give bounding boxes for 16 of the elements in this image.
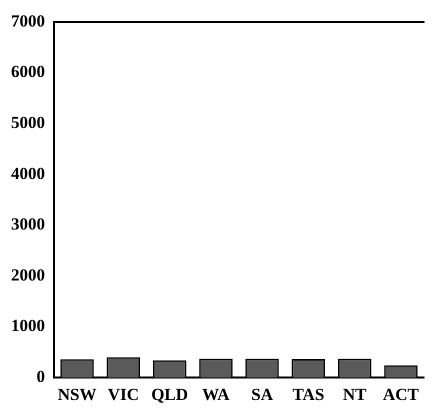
x-tick-label: NT (342, 385, 368, 404)
y-tick-label: 4000 (11, 164, 45, 183)
y-tick-label: 6000 (11, 62, 45, 82)
x-tick-label: ACT (382, 385, 420, 404)
y-tick-label: 5000 (11, 112, 45, 132)
x-tick-label: WA (202, 385, 230, 404)
y-tick-label: 0 (36, 366, 45, 386)
x-tick-label: TAS (292, 385, 324, 404)
x-tick-label: NSW (58, 385, 96, 404)
x-tick-label: QLD (151, 385, 188, 404)
y-tick-label: 1000 (11, 316, 45, 336)
y-tick-label: 3000 (11, 214, 45, 234)
x-tick-label: SA (251, 385, 274, 404)
x-tick-label: VIC (108, 385, 139, 404)
y-tick-label: 7000 (11, 11, 45, 30)
y-tick-label: 2000 (11, 265, 45, 284)
